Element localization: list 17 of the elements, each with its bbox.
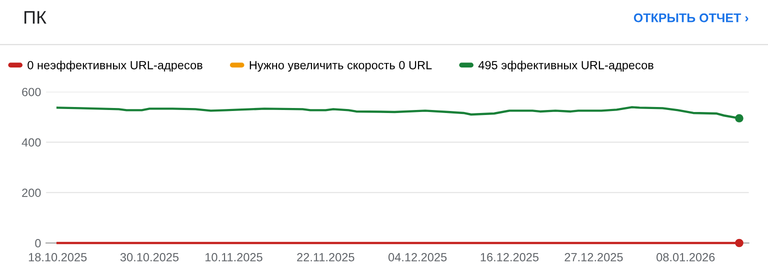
y-tick-label: 200 xyxy=(22,188,41,197)
x-tick-label: 10.11.2025 xyxy=(206,253,262,262)
legend-label: 495 эффективных URL-адресов xyxy=(478,60,654,72)
y-tick-label: 400 xyxy=(22,138,41,147)
x-tick-label: 16.12.2025 xyxy=(480,253,539,262)
text: ОТКРЫТЬ ОТЧЕТ › xyxy=(634,13,748,22)
x-tick-label: 27.12.2025 xyxy=(564,253,623,262)
x-tick-label: 22.11.2025 xyxy=(297,253,354,262)
x-tick-label: 04.12.2025 xyxy=(388,253,447,262)
legend-label: 0 неэффективных URL-адресов xyxy=(28,60,202,72)
x-tick-label: 30.10.2025 xyxy=(120,253,179,262)
legend-label: Нужно увеличить скорость 0 URL xyxy=(250,60,432,72)
x-tick-label: 18.10.2025 xyxy=(28,253,87,262)
chart-title: ПК xyxy=(24,11,46,24)
x-tick-label: 08.01.2026 xyxy=(656,253,715,262)
y-tick-label: 600 xyxy=(22,88,41,96)
y-tick-label: 0 xyxy=(35,239,41,248)
